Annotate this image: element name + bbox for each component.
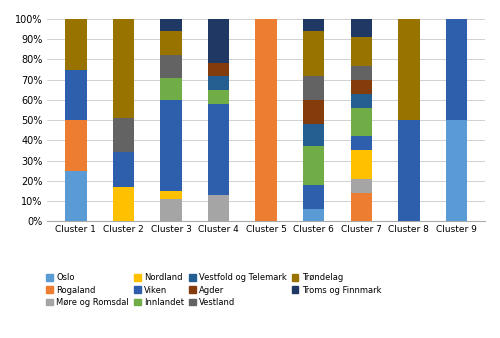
Bar	[208, 76, 230, 90]
Bar	[350, 37, 372, 66]
Bar	[208, 64, 230, 76]
Bar	[208, 90, 230, 104]
Bar	[398, 19, 419, 120]
Bar	[303, 185, 324, 209]
Bar	[65, 70, 86, 120]
Bar	[208, 104, 230, 195]
Bar	[350, 179, 372, 193]
Bar	[303, 100, 324, 124]
Bar	[160, 100, 182, 191]
Bar	[446, 120, 467, 221]
Bar	[303, 31, 324, 76]
Bar	[350, 66, 372, 80]
Bar	[113, 118, 134, 152]
Bar	[303, 124, 324, 146]
Bar	[113, 0, 134, 17]
Bar	[350, 136, 372, 150]
Bar	[256, 19, 277, 221]
Bar	[160, 31, 182, 55]
Bar	[303, 76, 324, 100]
Bar	[303, 209, 324, 221]
Bar	[350, 94, 372, 108]
Bar	[65, 171, 86, 221]
Bar	[113, 152, 134, 187]
Bar	[113, 187, 134, 221]
Bar	[350, 80, 372, 94]
Bar	[350, 19, 372, 37]
Bar	[303, 146, 324, 185]
Bar	[113, 17, 134, 118]
Bar	[208, 19, 230, 64]
Bar	[65, 120, 86, 171]
Bar	[350, 193, 372, 221]
Bar	[160, 78, 182, 100]
Bar	[350, 108, 372, 136]
Legend: Oslo, Rogaland, Møre og Romsdal, Nordland, Viken, Innlandet, Vestfold og Telemar: Oslo, Rogaland, Møre og Romsdal, Nordlan…	[43, 270, 384, 310]
Bar	[303, 19, 324, 31]
Bar	[446, 19, 467, 120]
Bar	[160, 191, 182, 199]
Bar	[160, 199, 182, 221]
Bar	[65, 19, 86, 70]
Bar	[160, 55, 182, 78]
Bar	[398, 120, 419, 221]
Bar	[350, 150, 372, 179]
Bar	[160, 19, 182, 31]
Bar	[208, 195, 230, 221]
